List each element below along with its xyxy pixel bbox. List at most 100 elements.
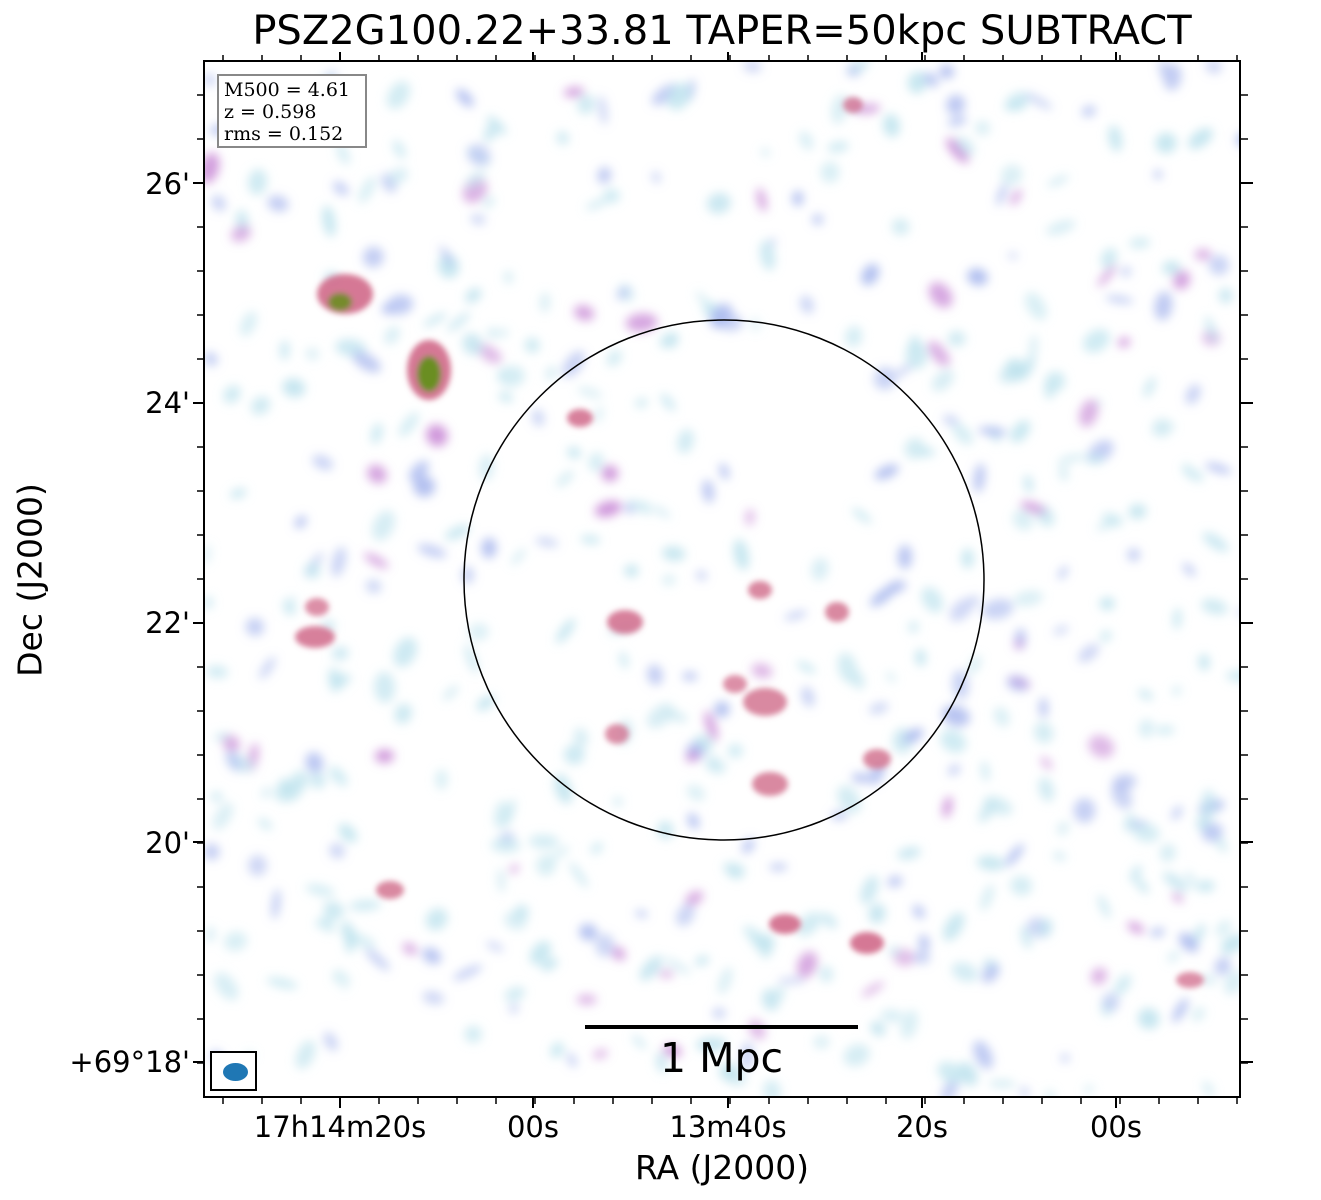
noise-blob <box>494 800 509 829</box>
x-tick-label: 00s <box>1089 1110 1142 1144</box>
noise-blob <box>481 537 497 559</box>
noise-blob <box>358 176 377 204</box>
noise-blob <box>938 64 955 79</box>
noise-blob <box>686 784 705 801</box>
noise-blob <box>1111 783 1132 810</box>
noise-blob <box>820 912 838 929</box>
noise-blob <box>367 464 387 484</box>
noise-blob <box>870 585 897 607</box>
emission-blob <box>376 881 404 899</box>
noise-blob <box>918 934 930 951</box>
noise-blob <box>365 948 390 971</box>
noise-blob <box>267 195 289 212</box>
emission-blob <box>743 688 787 716</box>
noise-blob <box>447 312 471 332</box>
noise-blob <box>1201 598 1228 615</box>
noise-blob <box>1220 934 1239 954</box>
noise-blob <box>422 947 442 964</box>
noise-blob <box>1020 501 1047 515</box>
emission-blob <box>752 772 788 796</box>
noise-blob <box>205 74 216 86</box>
noise-blob <box>567 1052 577 1068</box>
noise-blob <box>1114 974 1132 996</box>
noise-blob <box>550 846 570 860</box>
noise-blob <box>850 62 870 72</box>
noise-blob <box>796 951 818 978</box>
noise-blob <box>719 463 730 480</box>
noise-blob <box>1172 998 1189 1023</box>
noise-blob <box>509 864 519 874</box>
noise-blob <box>1010 189 1022 206</box>
noise-blob <box>1199 974 1217 985</box>
beam-box <box>210 1051 257 1091</box>
noise-blob <box>775 985 786 1000</box>
noise-blob <box>761 988 780 1011</box>
noise-blob <box>635 910 648 917</box>
noise-blob <box>606 349 622 367</box>
noise-blob <box>714 701 730 718</box>
noise-blob <box>598 95 608 125</box>
noise-blob <box>625 313 658 332</box>
noise-blob <box>748 1019 766 1040</box>
noise-blob <box>536 854 556 876</box>
noise-blob <box>616 286 630 300</box>
noise-blob <box>1185 384 1201 405</box>
noise-blob <box>668 335 679 349</box>
noise-blob <box>977 426 1008 436</box>
noise-blob <box>1044 1089 1055 1096</box>
emission-blob <box>723 675 747 693</box>
noise-blob <box>281 596 296 608</box>
noise-blob <box>1100 630 1112 642</box>
noise-blob <box>723 862 746 875</box>
noise-blob <box>312 454 334 471</box>
noise-blob <box>619 651 629 669</box>
x-tick-label: 20s <box>895 1110 948 1144</box>
noise-blob <box>1040 756 1053 770</box>
noise-blob <box>1237 608 1239 617</box>
noise-blob <box>467 143 491 167</box>
noise-blob <box>1099 597 1115 611</box>
noise-blob <box>1128 503 1147 520</box>
noise-blob <box>1202 532 1229 552</box>
noise-blob <box>1112 774 1137 791</box>
noise-blob <box>1137 1008 1160 1030</box>
noise-blob <box>751 663 773 679</box>
noise-blob <box>975 120 991 136</box>
noise-blob <box>248 855 267 876</box>
noise-blob <box>338 823 358 843</box>
noise-blob <box>274 778 304 803</box>
noise-blob <box>1150 426 1168 438</box>
noise-blob <box>442 685 459 701</box>
noise-blob <box>556 618 576 644</box>
noise-blob <box>364 553 389 569</box>
noise-blob <box>745 508 755 526</box>
noise-blob <box>498 392 513 402</box>
noise-blob <box>504 911 527 930</box>
noise-blob <box>940 729 967 753</box>
noise-blob <box>955 136 975 156</box>
noise-blob <box>1124 813 1135 833</box>
noise-blob <box>323 901 345 919</box>
noise-blob <box>1005 843 1024 867</box>
emission-blob <box>295 626 335 648</box>
noise-blob <box>715 762 727 775</box>
noise-blob <box>624 503 635 514</box>
noise-blob <box>1010 420 1031 443</box>
noise-blob <box>444 524 471 541</box>
noise-blob <box>1235 133 1239 147</box>
noise-blob <box>393 637 418 667</box>
noise-blob <box>594 500 622 517</box>
noise-blob <box>1208 254 1230 276</box>
noise-blob <box>695 1037 728 1052</box>
noise-blob <box>1129 237 1151 249</box>
rms-text: rms = 0.152 <box>224 123 344 145</box>
noise-blob <box>717 967 733 995</box>
noise-blob <box>408 460 429 482</box>
noise-blob <box>622 567 638 575</box>
noise-blob <box>349 900 381 911</box>
noise-blob <box>887 875 903 888</box>
noise-blob <box>304 562 321 579</box>
noise-blob <box>946 137 969 163</box>
noise-blob <box>453 964 483 981</box>
noise-blob <box>942 796 953 818</box>
